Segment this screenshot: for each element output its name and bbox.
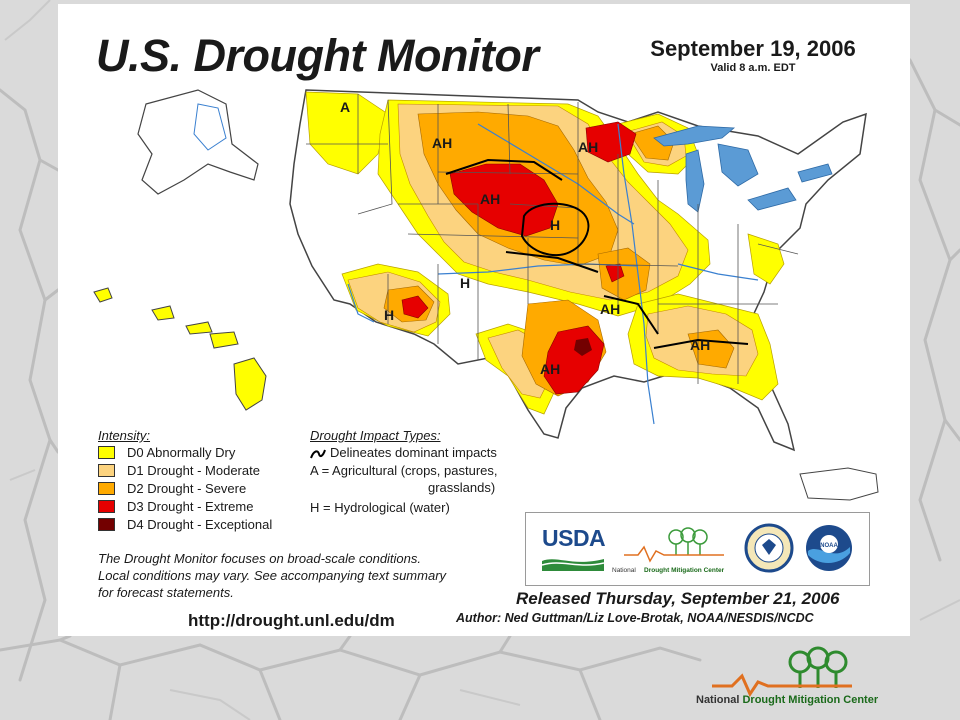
boundary-line-icon bbox=[310, 449, 326, 459]
ndmc-logo-icon bbox=[624, 527, 724, 563]
source-url: http://drought.unl.edu/dm bbox=[188, 611, 395, 630]
map-label: AH bbox=[690, 337, 710, 353]
impact-delineates: Delineates dominant impacts bbox=[330, 445, 497, 460]
swatch-d0 bbox=[98, 446, 115, 459]
impact-types-heading: Drought Impact Types: bbox=[310, 428, 441, 443]
impact-agricultural-cont: grasslands) bbox=[428, 480, 496, 495]
author-line: Author: Ned Guttman/Liz Love-Brotak, NOA… bbox=[456, 611, 814, 625]
map-label: H bbox=[384, 307, 394, 323]
hawaii bbox=[93, 287, 267, 411]
legend-item-d4: D4 Drought - Exceptional bbox=[98, 517, 272, 532]
legend-label: D0 Abnormally Dry bbox=[127, 445, 236, 460]
map-date: September 19, 2006 bbox=[650, 36, 856, 61]
impact-labels: A AH AH AH H H H AH AH AH bbox=[340, 99, 710, 377]
swatch-d3 bbox=[98, 500, 115, 513]
release-date: Released Thursday, September 21, 2006 bbox=[516, 589, 840, 608]
note-line: The Drought Monitor focuses on broad-sca… bbox=[98, 551, 422, 566]
swatch-d4 bbox=[98, 518, 115, 531]
legend-item-d3: D3 Drought - Extreme bbox=[98, 499, 253, 514]
alaska bbox=[137, 89, 259, 195]
footer-national: National bbox=[696, 694, 740, 706]
swatch-d2 bbox=[98, 482, 115, 495]
impact-hydrological: H = Hydrological (water) bbox=[310, 500, 450, 515]
map-label: A bbox=[340, 99, 350, 115]
ndmc-national-small: National bbox=[612, 567, 636, 574]
valid-time: Valid 8 a.m. EDT bbox=[710, 62, 796, 74]
swatch-d1 bbox=[98, 464, 115, 477]
legend-item-d1: D1 Drought - Moderate bbox=[98, 463, 260, 478]
footer-ndmc-text: National Drought Mitigation Center bbox=[696, 694, 878, 706]
footer-center: Drought Mitigation Center bbox=[742, 694, 879, 706]
commerce-seal-icon bbox=[744, 523, 794, 573]
ndmc-footer-logo bbox=[712, 646, 852, 698]
ndmc-center-small: Drought Mitigation Center bbox=[644, 567, 725, 574]
noaa-text: NOAA bbox=[820, 543, 838, 549]
noaa-wordmark: NOAA bbox=[820, 543, 838, 549]
legend-label: D3 Drought - Extreme bbox=[127, 499, 254, 514]
legend-label: D1 Drought - Moderate bbox=[127, 463, 260, 478]
legend-item-d2: D2 Drought - Severe bbox=[98, 481, 246, 496]
note-line: Local conditions may vary. See accompany… bbox=[98, 568, 447, 583]
puerto-rico bbox=[799, 467, 879, 501]
drought-monitor-card: U.S. Drought Monitor September 19, 2006 … bbox=[58, 4, 910, 636]
usda-wave-icon bbox=[542, 559, 604, 571]
map-label: AH bbox=[540, 361, 560, 377]
legend-label: D2 Drought - Severe bbox=[127, 481, 247, 496]
map-label: H bbox=[550, 217, 560, 233]
legend-item-d0: D0 Abnormally Dry bbox=[98, 445, 235, 460]
map-label: AH bbox=[432, 135, 452, 151]
map-label: AH bbox=[600, 301, 620, 317]
impact-agricultural: A = Agricultural (crops, pastures, bbox=[310, 463, 498, 478]
map-title: U.S. Drought Monitor bbox=[96, 30, 539, 81]
map-label: H bbox=[460, 275, 470, 291]
drought-map: A AH AH AH H H H AH AH AH bbox=[93, 89, 879, 501]
intensity-heading: Intensity: bbox=[98, 428, 151, 443]
map-label: AH bbox=[578, 139, 598, 155]
note-line: for forecast statements. bbox=[98, 585, 234, 600]
map-label: AH bbox=[480, 191, 500, 207]
noaa-logo-icon bbox=[806, 525, 852, 571]
legend-label: D4 Drought - Exceptional bbox=[127, 517, 273, 532]
partner-logos: USDA National Drought Mitigation Center … bbox=[525, 512, 870, 586]
usda-logo: USDA bbox=[542, 525, 606, 551]
